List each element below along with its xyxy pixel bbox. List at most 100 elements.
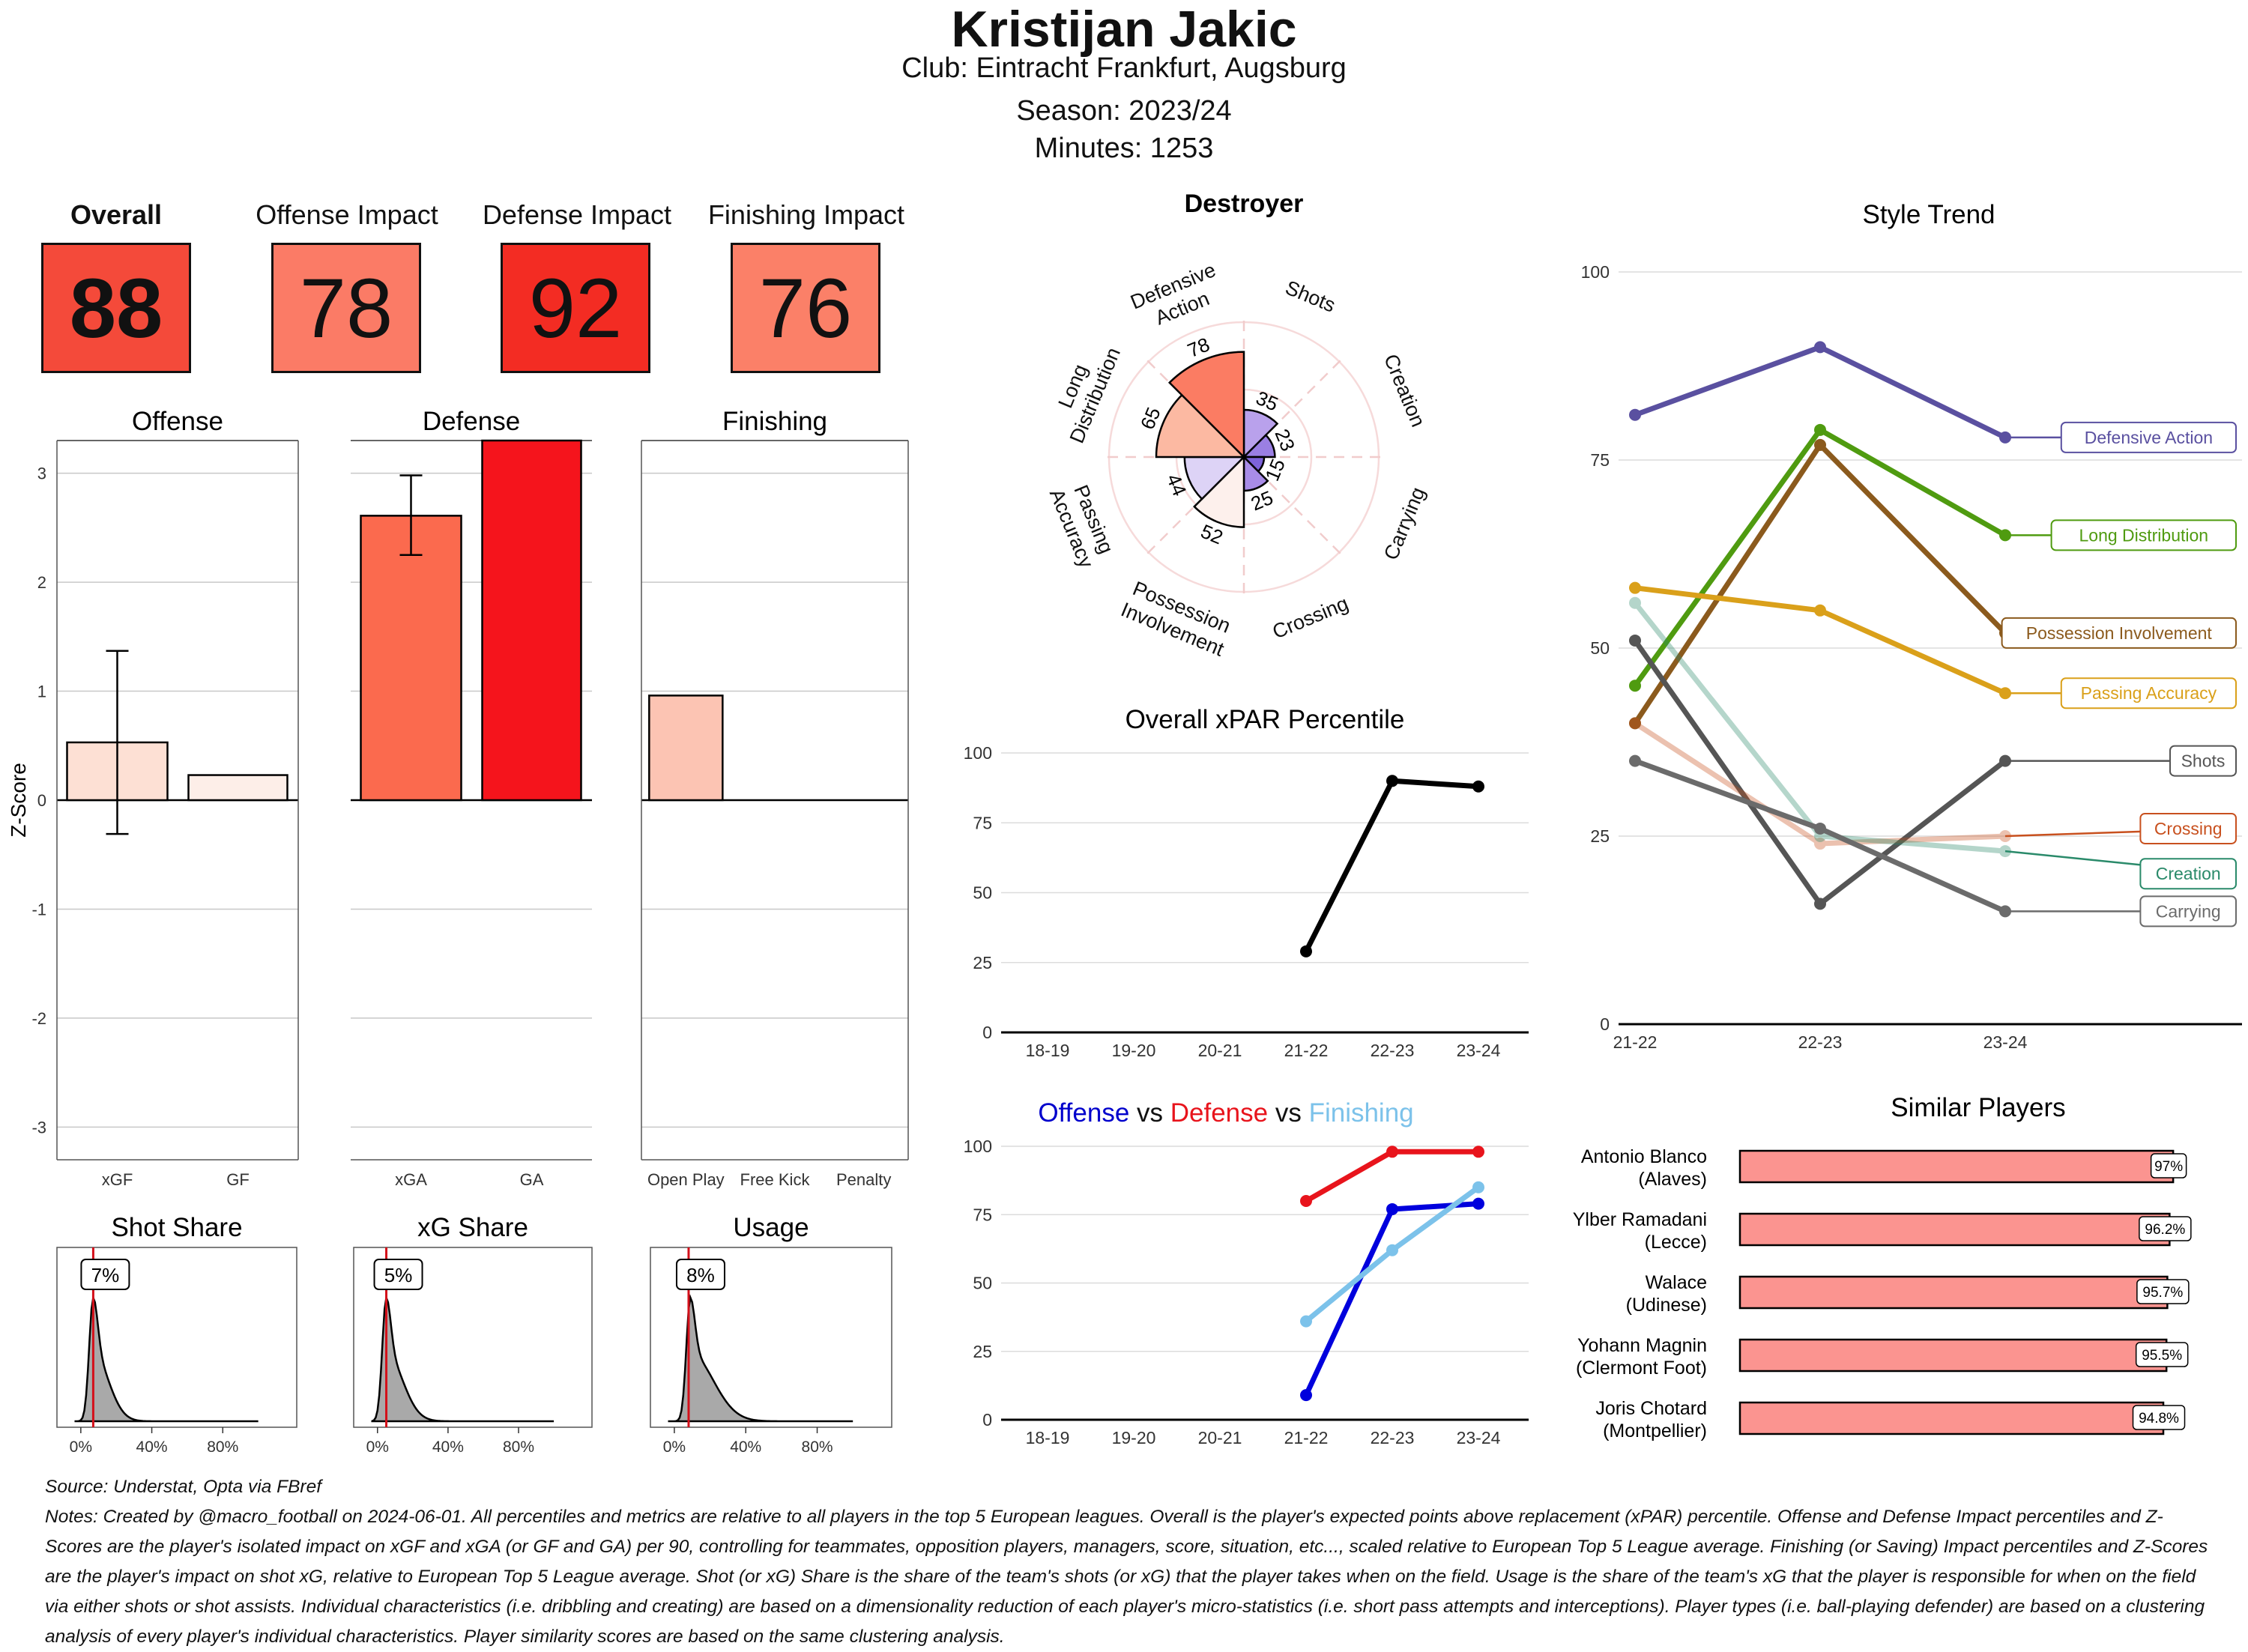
ytick: 25 [973,1342,992,1361]
xtick-21-22: 21-22 [1284,1428,1329,1447]
xtick-19-20: 19-20 [1112,1041,1156,1060]
ytick: 100 [964,743,992,763]
share-panel-usage: Usage 8% 0% 40% 80% [650,1213,892,1456]
ytick: 100 [964,1137,992,1156]
series-point [1814,604,1826,617]
series-point [1300,1389,1312,1402]
radar-category-passing-accuracy: PassingAccuracy [1045,476,1120,572]
density-area [371,1294,555,1423]
card-offense-label: Offense Impact [256,199,438,230]
series-point [1386,1146,1398,1158]
zscore-xtick-ga: GA [520,1170,544,1189]
zscore-ytick: -1 [31,900,46,919]
xtick-23-24: 23-24 [1457,1428,1501,1447]
share-xtick: 80% [207,1438,238,1456]
zscore-chart: Z-Score Offense -3 -2 -1 0 1 2 3 xGF GF Defense xGA G… [7,407,909,1189]
end-label-creation: Creation [2004,850,2237,890]
ovd-title: Offense vs Defense vs Finishing [1038,1098,1413,1128]
share-xtick: 80% [802,1438,833,1456]
share-xtick: 40% [730,1438,761,1456]
series-offense [1300,1197,1484,1402]
zscore-panel-offense: Offense -3 -2 -1 0 1 2 3 xGF GF [31,407,299,1189]
share-xtick: 40% [136,1438,168,1456]
end-label-text: Possession Involvement [2026,623,2213,643]
similar-bar [1738,1275,2169,1310]
radar-wedge-defensive-action [1167,351,1245,460]
ovd-title-offense-0: Offense [1038,1098,1129,1128]
similar-player-name: Yohann Magnin [1577,1335,1707,1356]
season-line: Season: 2023/24 [1016,95,1232,127]
end-label-box [2139,895,2237,928]
xtick-22-23: 22-23 [1371,1041,1415,1060]
similar-row-walace: Walace(Udinese) 95.7% [1626,1272,2190,1316]
radar-wedge-creation [1241,433,1276,459]
similar-row-ylber-ramadani: Ylber Ramadani(Lecce) 96.2% [1573,1209,2192,1253]
series-point [1814,822,1826,835]
similar-bar [1738,1338,2168,1373]
player-name: Kristijan Jakic [951,1,1297,58]
ytick: 50 [973,883,992,903]
zscore-ytick: -3 [31,1118,46,1137]
similar-player-name: Walace [1646,1272,1707,1293]
card-overall-value: 88 [41,243,191,373]
series-line [1633,427,2007,688]
similar-value-label: 96.2% [2145,1222,2185,1238]
end-label-defensive-action: Defensive Action [2005,421,2238,453]
end-label-box [2060,421,2238,453]
zscore-ytick: 0 [37,791,46,810]
source-note: Source: Understat, Opta via FBref [45,1477,322,1497]
bar-ga [481,439,582,802]
similar-bar [1738,1401,2165,1435]
end-label-box [2169,745,2237,777]
series-point [1629,717,1641,730]
end-label-passing-accuracy: Passing Accuracy [2005,677,2238,709]
similar-player-club: (Montpellier) [1603,1420,1707,1441]
xtick-18-19: 18-19 [1026,1041,1070,1060]
similar-value-box [2132,1405,2186,1430]
minutes-line: Minutes: 1253 [1034,133,1214,164]
series-point [1472,1197,1484,1210]
similar-value-box [2139,1216,2192,1241]
methodology-notes: Notes: Created by @macro_football on 202… [45,1507,2208,1647]
similar-player-club: (Clermont Foot) [1576,1358,1707,1379]
series-point [1629,581,1641,594]
xtick-21-22: 21-22 [1613,1032,1658,1052]
series-line [1305,1149,1478,1204]
series-creation [1629,596,2011,858]
series-long-distribution [1629,423,2011,692]
series-xpar [1300,775,1484,957]
ytick: 0 [982,1023,992,1042]
similar-player-name: Antonio Blanco [1581,1146,1707,1167]
end-label-possession-involvement: Possession Involvement [2001,617,2238,649]
similar-player-club: (Lecce) [1645,1232,1707,1253]
series-point [1814,423,1826,436]
chart-canvas: Z-Score Offense -3 -2 -1 0 1 2 3 xGF GF Defense xGA G… [7,190,2242,1456]
ytick: 75 [973,813,992,832]
xtick-22-23: 22-23 [1798,1032,1843,1052]
series-point [1814,341,1826,354]
ytick: 25 [973,953,992,972]
similar-players-chart: Similar Players Antonio Blanco(Alaves) 97%… [1573,1093,2192,1441]
series-line [1633,638,2007,907]
zscore-panel-title: Defense [423,407,520,436]
bar-xga [360,515,462,802]
share-title: Shot Share [111,1213,242,1242]
ytick: 25 [1590,826,1610,846]
player-value-box [675,1259,725,1290]
similar-value-label: 95.5% [2142,1348,2182,1364]
xtick-20-21: 20-21 [1198,1428,1242,1447]
xtick-23-24: 23-24 [1457,1041,1501,1060]
radar-category-shots: Shots [1282,276,1338,317]
radar-category-carrying: Carrying [1380,484,1430,563]
series-line [1633,601,2006,854]
card-finishing-label: Finishing Impact [707,199,905,230]
series-point [1814,438,1826,451]
share-xtick: 0% [70,1438,92,1456]
xtick-23-24: 23-24 [1983,1032,2028,1052]
zscore-panel-finishing: Finishing Open Play Free Kick Penalty [641,407,909,1189]
end-label-shots: Shots [2005,745,2237,777]
destroyer-radar: Destroyer35Shots23Creation15Carrying25Cr… [1045,190,1430,661]
series-possession-involvement [1629,438,2011,730]
similar-row-joris-chotard: Joris Chotard(Montpellier) 94.8% [1595,1398,2186,1441]
